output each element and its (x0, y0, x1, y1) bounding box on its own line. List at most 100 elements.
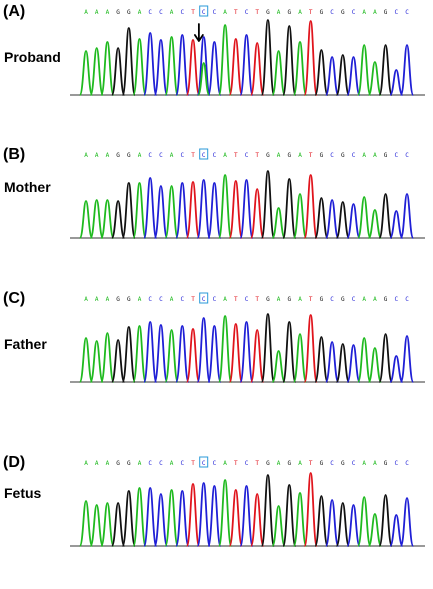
base-call: A (84, 296, 88, 303)
base-call: G (287, 296, 291, 303)
peak (250, 329, 265, 383)
sample-label: Proband (4, 49, 61, 65)
base-call: G (341, 460, 345, 467)
peak (228, 38, 243, 96)
base-call: G (287, 152, 291, 159)
peak (335, 54, 350, 96)
peak (111, 339, 126, 383)
peak (100, 199, 115, 239)
base-call: C (394, 9, 398, 16)
peak (367, 513, 382, 547)
base-call: A (223, 9, 227, 16)
peak (207, 41, 222, 96)
peak (153, 185, 168, 239)
base-call: C (330, 9, 334, 16)
peak (218, 315, 233, 383)
base-call: A (95, 296, 99, 303)
panel-letter: (A) (3, 3, 26, 20)
peak (378, 44, 393, 96)
base-call: G (320, 152, 324, 159)
base-call: A (106, 9, 110, 16)
base-call: G (116, 152, 120, 159)
base-call: A (170, 152, 174, 159)
base-call: C (405, 152, 409, 159)
peak (100, 332, 115, 383)
base-call: C (352, 9, 356, 16)
peak (175, 34, 190, 96)
peak (175, 182, 190, 239)
base-call: T (255, 296, 259, 303)
variant-box (199, 292, 209, 304)
base-call: G (320, 296, 324, 303)
peak (89, 199, 104, 239)
base-call: C (148, 9, 152, 16)
base-call: C (245, 9, 249, 16)
base-call: C (202, 296, 206, 303)
peak (271, 50, 286, 96)
peak (111, 47, 126, 96)
peak (239, 485, 254, 547)
base-call: A (106, 460, 110, 467)
peak (196, 482, 211, 547)
peak (228, 489, 243, 547)
base-call: C (159, 460, 163, 467)
base-call: T (255, 460, 259, 467)
peak (100, 41, 115, 96)
base-call: A (106, 296, 110, 303)
base-call: A (362, 9, 366, 16)
base-call: C (405, 9, 409, 16)
peak (325, 56, 340, 96)
peak (389, 514, 404, 547)
peak (260, 313, 275, 383)
base-call: C (202, 152, 206, 159)
peak (164, 36, 179, 96)
peak (357, 496, 372, 547)
base-call: G (287, 460, 291, 467)
base-call: C (330, 460, 334, 467)
peak (185, 328, 201, 383)
peak (164, 489, 179, 547)
peak (207, 485, 222, 547)
base-call: G (266, 9, 270, 16)
base-call: T (234, 9, 238, 16)
variant-box (199, 5, 209, 17)
base-call: G (116, 460, 120, 467)
peak (143, 177, 158, 239)
peak (239, 179, 254, 239)
base-call: T (191, 9, 195, 16)
peak (303, 472, 318, 547)
base-call: A (170, 296, 174, 303)
base-call: G (384, 460, 388, 467)
peak (346, 504, 361, 547)
base-call: A (277, 9, 281, 16)
peak (239, 34, 254, 96)
base-call: A (138, 152, 142, 159)
peak (389, 210, 404, 239)
peak (185, 483, 201, 547)
base-call: A (84, 460, 88, 467)
base-call: T (191, 152, 195, 159)
peak (132, 182, 147, 239)
base-call: C (352, 296, 356, 303)
base-call: T (234, 152, 238, 159)
base-call: C (180, 152, 184, 159)
base-call: G (341, 152, 345, 159)
base-call: A (373, 152, 377, 159)
base-call: T (309, 460, 313, 467)
peak (357, 44, 372, 96)
peak (121, 27, 136, 96)
peak (153, 39, 168, 96)
peak (357, 337, 372, 383)
peak (153, 493, 168, 547)
base-call: A (138, 9, 142, 16)
peak (250, 42, 265, 96)
base-call: A (223, 152, 227, 159)
base-call: G (266, 296, 270, 303)
base-call: A (95, 9, 99, 16)
base-call: C (330, 152, 334, 159)
base-call: G (127, 296, 131, 303)
base-call: C (405, 460, 409, 467)
base-call: T (234, 296, 238, 303)
base-call: G (320, 460, 324, 467)
